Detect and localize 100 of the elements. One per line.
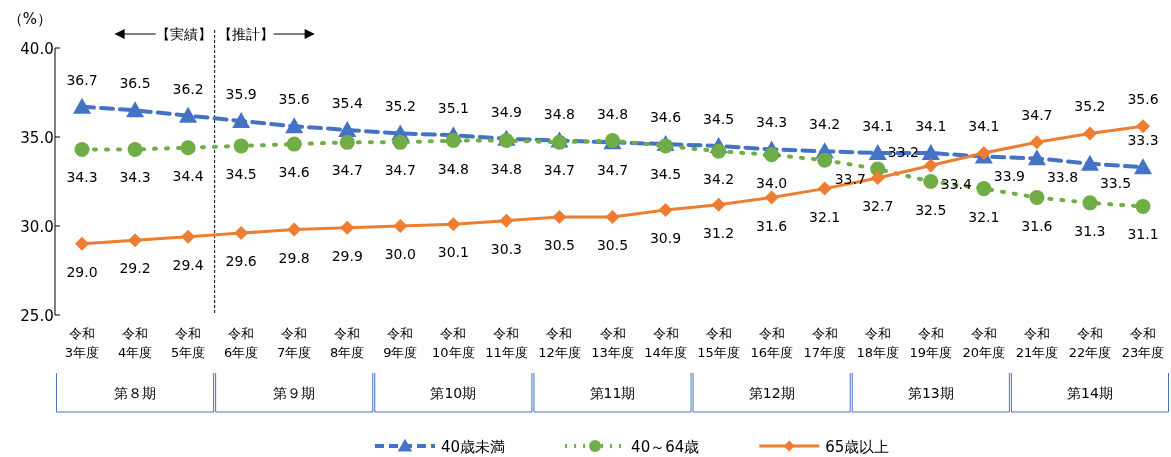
data-label: 31.2 xyxy=(703,224,735,241)
point xyxy=(1082,126,1097,141)
data-label: 35.4 xyxy=(331,94,363,111)
point xyxy=(658,202,673,217)
data-label: 34.8 xyxy=(543,105,576,122)
data-label: 32.7 xyxy=(862,197,894,214)
data-label: 29.4 xyxy=(172,256,204,273)
point xyxy=(285,117,304,134)
x-tick-label: 令和 17年度 xyxy=(803,326,846,360)
point xyxy=(499,213,514,228)
data-label: 33.5 xyxy=(1099,174,1132,191)
legend-label: 40歳未満 xyxy=(441,438,506,456)
data-label: 35.6 xyxy=(278,91,310,108)
x-tick-label: 令和 22年度 xyxy=(1068,326,1112,360)
data-label: 30.5 xyxy=(596,237,629,254)
data-label: 34.1 xyxy=(915,118,947,135)
point xyxy=(605,210,620,225)
data-label: 31.3 xyxy=(1074,222,1106,239)
data-label: 34.8 xyxy=(596,105,629,122)
data-label: 30.3 xyxy=(490,240,522,257)
data-label: 34.5 xyxy=(703,110,735,127)
data-label: 35.9 xyxy=(225,85,257,102)
data-label: 29.2 xyxy=(119,260,151,277)
point xyxy=(445,133,461,149)
data-label: 30.5 xyxy=(543,237,576,254)
x-tick-label: 令和 9年度 xyxy=(383,326,418,360)
point xyxy=(339,134,355,150)
point xyxy=(446,217,461,232)
data-label: 29.8 xyxy=(278,249,310,266)
x-tick-label: 令和 14年度 xyxy=(644,326,687,360)
point xyxy=(923,158,938,173)
y-tick-label: 35.0 xyxy=(20,129,54,147)
x-tick-label: 令和 11年度 xyxy=(485,326,528,360)
data-label: 35.2 xyxy=(384,98,416,115)
data-label: 31.6 xyxy=(1021,217,1053,234)
y-tick-label: 40.0 xyxy=(20,40,54,58)
data-label: 34.1 xyxy=(862,118,894,135)
x-tick-label: 令和 4年度 xyxy=(117,326,153,360)
data-label: 35.2 xyxy=(1074,98,1106,115)
point xyxy=(1029,135,1044,150)
point xyxy=(393,219,408,233)
point xyxy=(711,143,727,159)
point xyxy=(976,181,992,197)
data-label: 34.7 xyxy=(543,162,576,179)
data-label: 34.3 xyxy=(119,169,151,186)
data-label: 34.7 xyxy=(331,162,363,179)
point xyxy=(1080,154,1099,171)
point xyxy=(286,136,302,152)
data-label: 34.3 xyxy=(756,114,788,131)
point xyxy=(127,141,143,157)
data-label: 34.7 xyxy=(1021,107,1053,124)
text: 第８期 xyxy=(114,385,157,401)
data-label: 35.6 xyxy=(1127,91,1159,108)
point xyxy=(711,197,726,212)
data-label: 35.1 xyxy=(437,100,469,117)
data-label: 36.5 xyxy=(119,75,151,92)
point xyxy=(1027,149,1046,166)
point xyxy=(1136,119,1150,134)
point xyxy=(923,174,939,189)
point xyxy=(181,229,196,244)
data-label: 32.1 xyxy=(809,208,841,225)
data-label: 34.8 xyxy=(490,160,522,177)
data-label: 34.3 xyxy=(66,169,98,186)
point xyxy=(764,190,779,205)
data-label: 31.6 xyxy=(756,217,788,234)
legend-label: 65歳以上 xyxy=(825,438,890,456)
legend-label: 40～64歳 xyxy=(631,438,700,456)
point xyxy=(128,233,143,248)
text: 【実績】 xyxy=(155,26,212,42)
point xyxy=(764,147,780,163)
data-label: 34.0 xyxy=(756,174,788,191)
x-tick-label: 令和 12年度 xyxy=(538,326,581,360)
data-label: 30.0 xyxy=(384,246,416,262)
data-label: 34.7 xyxy=(596,162,629,179)
data-label: 33.4 xyxy=(940,176,973,193)
data-label: 34.8 xyxy=(437,160,469,177)
point xyxy=(232,111,251,128)
x-tick-label: 令和 5年度 xyxy=(170,326,206,360)
data-label: 34.6 xyxy=(278,164,310,181)
y-axis-title: （%） xyxy=(7,10,53,28)
point xyxy=(817,152,833,168)
y-tick-label: 30.0 xyxy=(20,218,54,236)
point xyxy=(74,141,90,157)
data-label: 29.6 xyxy=(225,253,257,270)
data-label: 32.5 xyxy=(915,201,947,218)
point xyxy=(234,226,249,241)
point xyxy=(73,97,91,114)
point xyxy=(1029,190,1045,206)
data-label: 30.1 xyxy=(437,244,469,261)
data-label: 34.4 xyxy=(172,167,204,184)
text: 第12期 xyxy=(748,385,795,401)
data-label: 34.2 xyxy=(809,116,841,133)
point xyxy=(340,220,355,235)
text: 第13期 xyxy=(907,385,954,401)
data-label: 29.0 xyxy=(66,263,98,280)
data-label: 33.9 xyxy=(993,167,1026,184)
text: 第９期 xyxy=(273,385,316,401)
x-tick-label: 令和 16年度 xyxy=(750,326,793,360)
data-label: 32.1 xyxy=(968,208,1000,225)
data-label: 34.5 xyxy=(649,165,682,182)
